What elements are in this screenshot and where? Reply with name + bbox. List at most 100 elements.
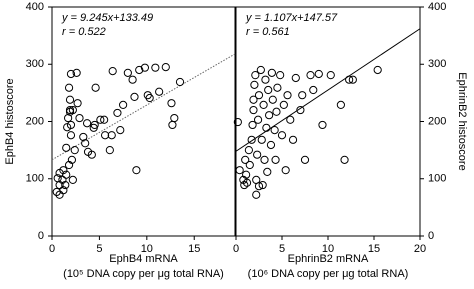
point [96,115,105,124]
point [100,131,110,140]
point [306,71,315,80]
point [291,73,300,83]
point [348,75,357,84]
point [116,125,125,135]
point [249,105,258,115]
point [296,105,305,115]
point [261,75,270,84]
point [66,69,76,79]
point [140,63,150,72]
y-tick-label: 400 [26,1,44,13]
point [298,91,307,100]
point [135,65,144,75]
point [254,91,264,100]
point [251,71,260,80]
y-tick-label: 400 [428,1,446,13]
point [55,190,64,199]
y-axis-label: EphB4 histoscore [4,78,16,164]
x-tick-label: 15 [368,243,380,255]
point [259,100,268,109]
x-tick-label: 10 [322,243,334,255]
point [66,131,76,140]
point [254,182,264,191]
point [248,120,257,130]
point [273,83,282,92]
x-tick-label: 5 [279,243,285,255]
point [242,170,251,179]
point [123,68,132,77]
point [288,135,298,144]
point [262,123,271,132]
point [263,167,272,176]
point [245,160,254,170]
x-tick-label: 0 [49,243,55,255]
point [81,139,90,148]
point [249,95,258,104]
y-tick-label: 0 [428,230,434,242]
point [82,119,92,128]
r-value: r = 0.522 [62,26,106,38]
point [253,150,262,159]
point [170,113,179,123]
point [64,83,74,92]
point [279,100,288,109]
equation: y = 9.245x+133.49 [61,12,153,24]
point [250,80,259,89]
point [258,180,267,190]
point [326,71,335,80]
y-tick-label: 0 [38,230,44,242]
point [373,65,382,75]
point [61,180,70,190]
equation: y = 1.107x+147.57 [245,12,338,24]
point [241,155,250,164]
plot-frame [235,6,421,237]
point [314,69,323,79]
point [87,150,96,159]
point [270,125,279,135]
point [233,117,242,127]
point [318,120,327,130]
point [62,170,71,179]
point [151,63,160,72]
point [155,87,164,96]
point [336,100,345,109]
fit-line [51,53,236,161]
point [281,166,290,175]
point [271,155,280,164]
point [105,146,114,155]
point [119,100,128,109]
point [168,120,177,130]
point [65,95,75,104]
y-tick-label: 100 [428,173,446,185]
point [244,146,253,155]
y-tick-label: 300 [428,58,446,70]
point [264,85,273,95]
x-tick-label: 5 [96,243,102,255]
point [257,135,266,144]
point [340,155,349,164]
point [132,166,141,175]
point [235,166,244,175]
x-axis-label: (10⁵ DNA copy per μg total RNA) [63,268,224,280]
point [72,68,81,77]
point [128,75,137,84]
point [73,99,82,108]
point [283,91,292,100]
x-axis-label: EphrinB2 mRNA [288,253,369,265]
point [62,143,71,152]
point [113,108,122,118]
point [252,190,261,199]
point [276,71,285,80]
point [66,120,76,130]
point [167,99,176,108]
point [75,113,84,123]
y-tick-label: 300 [26,58,44,70]
point [272,107,281,116]
x-axis-label: (10⁶ DNA copy per μg total RNA) [248,268,409,280]
point [175,77,185,87]
point [91,83,100,92]
point [108,67,117,76]
point [68,105,77,115]
point [300,155,310,164]
x-axis-label: EphB4 mRNA [109,253,178,265]
